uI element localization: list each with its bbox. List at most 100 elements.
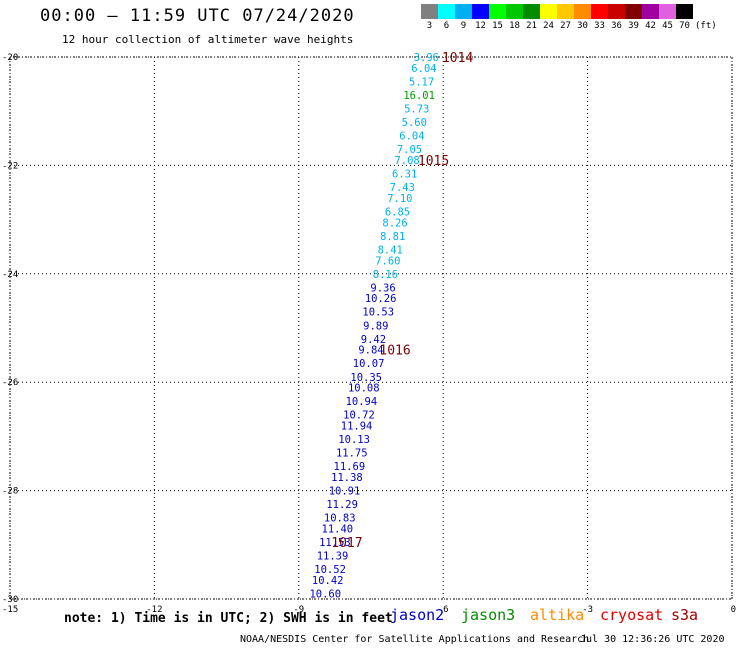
- wave-height-value: 9.42: [361, 334, 386, 346]
- wave-height-value: 10.07: [353, 358, 385, 370]
- latitude-tick-label: -20: [2, 53, 18, 63]
- wave-height-value: 9.89: [363, 320, 388, 332]
- legend-swatch: [506, 4, 523, 19]
- legend-swatch: [574, 4, 591, 19]
- wave-height-value: 10.94: [346, 396, 378, 408]
- satellite-legend-item: s3a: [671, 606, 699, 624]
- wave-height-value: 9.84: [358, 345, 383, 357]
- longitude-tick-label: 0: [731, 605, 736, 615]
- wave-height-value: 10.08: [348, 383, 380, 395]
- wave-height-value: 10.91: [329, 486, 361, 498]
- satellite-legend-item: jason2: [390, 606, 445, 624]
- wave-height-value: 11.39: [317, 551, 349, 563]
- wave-height-value: 11.29: [326, 499, 358, 511]
- pressure-label: 1017: [331, 536, 362, 551]
- satellite-legend-item: jason3: [461, 606, 516, 624]
- legend-swatch: [557, 4, 574, 19]
- wave-height-value: 8.16: [373, 269, 398, 281]
- wave-height-value: 11.38: [331, 472, 363, 484]
- legend-swatch: [659, 4, 676, 19]
- wave-height-value: 7.08: [394, 155, 419, 167]
- wave-height-value: 6.04: [399, 131, 424, 143]
- legend-label: 42: [645, 21, 656, 31]
- wave-height-value: 10.53: [362, 307, 394, 319]
- wave-height-value: 10.83: [324, 513, 356, 525]
- legend-label: 18: [509, 21, 520, 31]
- legend-label: 12: [475, 21, 486, 31]
- longitude-tick-labels: -15 -12 -9 -6 -3 0: [2, 605, 736, 615]
- legend-swatch: [642, 4, 659, 19]
- wave-height-value: 11.75: [336, 448, 368, 460]
- wave-height-value: 7.10: [387, 193, 412, 205]
- legend-label: 36: [611, 21, 622, 31]
- wave-height-value: 11.69: [334, 461, 366, 473]
- latitude-tick-label: -22: [2, 161, 18, 171]
- legend-swatch: [625, 4, 642, 19]
- latitude-tick-label: -30: [2, 595, 18, 605]
- latitude-tick-label: -24: [2, 270, 18, 280]
- wave-height-value: 6.85: [385, 206, 410, 218]
- wave-height-value: 8.41: [378, 244, 403, 256]
- legend-swatch: [540, 4, 557, 19]
- wave-height-value: 6.04: [411, 63, 436, 75]
- pressure-label: 1015: [418, 154, 449, 169]
- wave-height-value: 10.13: [338, 434, 370, 446]
- wave-height-value: 10.60: [309, 589, 341, 601]
- legend-label: 3: [426, 21, 433, 31]
- wave-height-value: 5.17: [409, 76, 434, 88]
- wave-height-value: 16.01: [403, 90, 435, 102]
- wave-height-value: 3.96: [414, 52, 439, 64]
- wave-height-value: 7.43: [390, 182, 415, 194]
- generated-timestamp: Jul 30 12:36:26 UTC 2020: [580, 634, 725, 645]
- wave-height-value: 10.42: [312, 575, 344, 587]
- wave-height-value: 11.94: [341, 421, 373, 433]
- legend-label: 45: [662, 21, 673, 31]
- longitude-tick-label: -12: [146, 605, 162, 615]
- legend-label: 27: [560, 21, 571, 31]
- latitude-tick-label: -28: [2, 487, 18, 497]
- wave-height-value: 7.60: [375, 255, 400, 267]
- pressure-labels: 1014 1015 1016 1017: [331, 51, 473, 551]
- longitude-tick-label: -6: [438, 605, 449, 615]
- wave-height-value: 8.26: [382, 217, 407, 229]
- longitude-tick-label: -9: [293, 605, 304, 615]
- wave-height-value: 5.60: [402, 117, 427, 129]
- wave-height-value: 10.35: [350, 372, 382, 384]
- wave-height-value: 7.05: [397, 144, 422, 156]
- legend-label: 70: [679, 21, 690, 31]
- wave-height-value: 9.36: [370, 282, 395, 294]
- legend-label: 30: [577, 21, 588, 31]
- wave-height-value: 10.72: [343, 410, 375, 422]
- wave-height-value: 11.40: [322, 524, 354, 536]
- legend-color-bar: [421, 4, 693, 19]
- satellite-track-labels: 3.966.045.1716.015.735.606.047.057.086.3…: [309, 52, 439, 601]
- wave-height-value: 10.26: [365, 293, 397, 305]
- latitude-tick-label: -26: [2, 378, 18, 388]
- footer-note: note: 1) Time is in UTC; 2) SWH is in fe…: [64, 611, 393, 626]
- latitude-tick-labels: -20 -22 -24 -26 -28 -30: [2, 53, 18, 605]
- legend-swatch: [455, 4, 472, 19]
- longitude-tick-label: -3: [582, 605, 593, 615]
- wave-height-color-legend: 3 6 9 12 15 18 21 24 27 30 33 36 39 42 45 70 (ft): [421, 4, 717, 33]
- legend-swatch: [421, 4, 438, 19]
- pressure-label: 1016: [379, 344, 410, 359]
- legend-swatch: [472, 4, 489, 19]
- wave-height-value: 8.81: [380, 231, 405, 243]
- map-gridlines: [9, 56, 733, 600]
- legend-label: 21: [526, 21, 537, 31]
- legend-label: 6: [443, 21, 450, 31]
- legend-label: 15: [492, 21, 503, 31]
- page-title: 00:00 – 11:59 UTC 07/24/2020: [40, 6, 355, 26]
- wave-height-value: 5.73: [404, 103, 429, 115]
- wave-height-value: 6.31: [392, 169, 417, 181]
- wave-height-value: 11.53: [319, 537, 351, 549]
- legend-label: 9: [460, 21, 467, 31]
- legend-swatch: [438, 4, 455, 19]
- legend-label: 39: [628, 21, 639, 31]
- legend-swatch: [676, 4, 693, 19]
- legend-swatch: [489, 4, 506, 19]
- credit-line: NOAA/NESDIS Center for Satellite Applica…: [240, 634, 590, 645]
- longitude-tick-label: -15: [2, 605, 18, 615]
